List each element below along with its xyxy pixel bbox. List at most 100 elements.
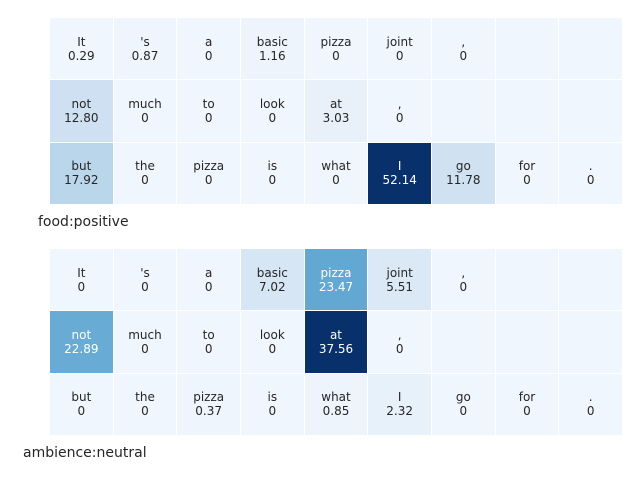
cell-token: what [321,390,351,405]
cell-token: It [77,34,86,49]
cell-value: 7.02 [258,279,286,294]
cell-token: , [461,265,466,280]
cell-token: . [588,159,593,174]
heatmap-label-food-positive: food:positive [38,214,129,230]
cell-value: 0 [204,279,213,294]
cell-value: 0.87 [131,48,159,63]
cell-value: 0 [332,48,340,63]
heatmap-cell: .0 [559,373,622,435]
heatmap-cell: ,0 [368,311,431,373]
cell-value: 0 [268,110,277,125]
heatmap-cell [432,80,495,142]
cell-value: 22.89 [64,341,99,356]
cell-token: go [455,159,471,174]
heatmap-cell [495,80,559,142]
cell-value: 0 [459,48,468,63]
heatmap-cell: 's 0.87 [113,18,177,80]
heatmap-cell: not 12.80 [50,80,113,142]
cell-value: 0 [141,341,149,356]
cell-value: 3.03 [322,110,350,125]
cell-value: 0 [141,110,149,125]
cell-value: 5.51 [386,279,414,294]
cell-token: not [71,96,92,111]
cell-value: 52.14 [382,173,417,188]
cell-value: 0 [268,341,277,356]
cell-token: at [329,327,343,342]
cell-token: look [259,327,285,342]
heatmap-cell: basic 7.02 [241,249,304,311]
heatmap-cell: for 0 [495,142,559,204]
cell-value: 17.92 [64,173,99,188]
heatmap-cell: look 0 [241,80,304,142]
heatmap-food-positive: It 0.29's 0.87 a 0 basic 1.16 pizza 0 joint 0, 0 not… [50,18,622,204]
heatmap-cell: much 0 [113,80,177,142]
cell-token: the [135,390,155,405]
cell-token: much [128,96,162,111]
heatmap-label-ambience-neutral: ambience:neutral [23,445,147,461]
cell-value: 0 [332,173,340,188]
cell-value: 0 [141,279,149,294]
cell-value: 0.37 [195,404,223,419]
cell-token: , [397,327,402,342]
cell-value: 0 [459,279,468,294]
heatmap-cell: pizza 0.37 [177,373,240,435]
heatmap-cell: not 22.89 [50,311,113,373]
cell-value: 0 [204,173,213,188]
cell-token: a [204,265,213,280]
cell-token: pizza [320,265,352,280]
cell-value: 0 [395,110,404,125]
heatmap-cell: joint 0 [368,18,431,80]
cell-token: joint [386,34,413,49]
heatmap-cell: basic 1.16 [241,18,304,80]
cell-token: 's [140,265,150,280]
cell-token: I [397,159,402,174]
heatmap-cell: what 0 [304,142,368,204]
cell-token: for [518,159,536,174]
cell-value: 0.85 [322,404,350,419]
cell-token: the [135,159,155,174]
heatmap-cell: to 0 [177,311,240,373]
heatmap-cell: the 0 [113,142,177,204]
heatmap-cell: I 2.32 [368,373,431,435]
heatmap-cell: I 52.14 [368,142,431,204]
cell-value: 0 [204,341,213,356]
heatmap-cell: to 0 [177,80,240,142]
cell-token: is [267,159,278,174]
cell-token: pizza [193,390,225,405]
heatmap-cell: ,0 [432,18,495,80]
cell-token: for [518,390,536,405]
cell-token: but [71,159,92,174]
cell-token: joint [386,265,413,280]
heatmap-cell: pizza 0 [304,18,368,80]
heatmap-cell: ,0 [368,80,431,142]
heatmap-cell: is 0 [241,373,304,435]
cell-value: 0 [523,404,531,419]
cell-token: , [397,96,402,111]
cell-value: 37.56 [318,341,354,356]
cell-token: to [202,327,215,342]
cell-value: 0 [141,173,149,188]
heatmap-ambience-neutral: It 0's 0 a 0 basic 7.02 pizza 23.47 joint 5.51, 0 no… [50,249,622,435]
heatmap-cell: go 11.78 [432,142,495,204]
cell-token: It [77,265,86,280]
heatmap-cell: look 0 [241,311,304,373]
cell-value: 0 [268,404,277,419]
heatmap-cell: much 0 [113,311,177,373]
cell-token: much [128,327,162,342]
cell-value: 0 [586,404,595,419]
cell-token: pizza [320,34,352,49]
cell-value: 2.32 [386,404,414,419]
cell-value: 0 [77,404,86,419]
heatmap-cell [495,18,559,80]
heatmap-cell: at 3.03 [304,80,368,142]
heatmap-cell: is 0 [241,142,304,204]
heatmap-cell: .0 [559,142,622,204]
cell-value: 0.29 [67,48,95,63]
cell-value: 0 [77,279,86,294]
cell-value: 0 [459,404,468,419]
heatmap-cell: pizza 23.47 [304,249,368,311]
cell-token: what [321,159,351,174]
heatmap-cell [495,311,559,373]
cell-value: 0 [395,48,404,63]
